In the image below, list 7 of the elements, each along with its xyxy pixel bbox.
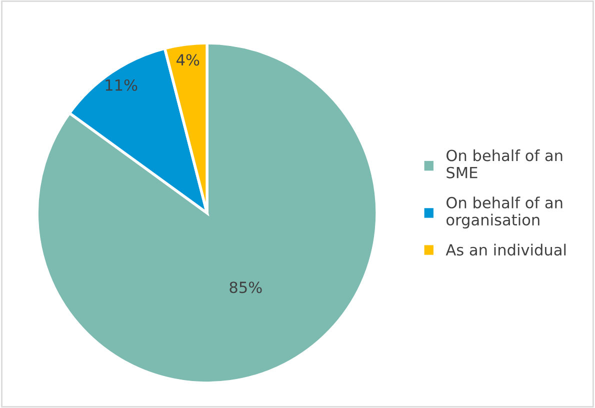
data-label: 85% [230, 282, 262, 294]
legend-label: As an individual [446, 244, 566, 256]
data-label: 11% [106, 79, 138, 91]
legend-label: On behalf of an organisation [446, 196, 562, 228]
legend-label: On behalf of an SME [446, 149, 562, 178]
pie-slice [36, 42, 378, 384]
data-label: 4% [176, 54, 200, 66]
